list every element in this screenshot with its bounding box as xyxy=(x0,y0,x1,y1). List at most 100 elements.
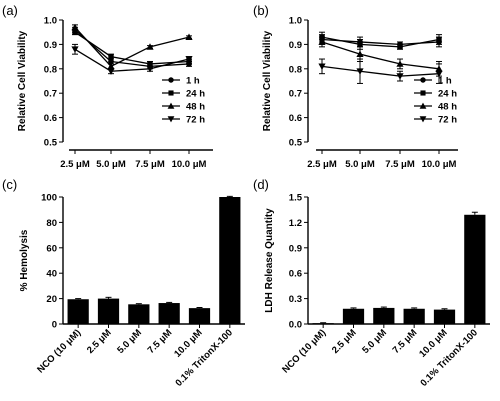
series-72h xyxy=(318,58,443,84)
marker-triangle-down xyxy=(107,68,115,75)
marker-triangle-down xyxy=(71,46,79,53)
y-axis-title: % Hemolysis xyxy=(19,229,30,291)
series-line xyxy=(74,31,190,65)
y-tick-label: 0.6 xyxy=(44,113,57,124)
series-48h xyxy=(71,23,193,70)
marker-triangle-up xyxy=(185,33,193,40)
series-72h xyxy=(71,43,193,75)
y-tick-label: 40 xyxy=(46,269,57,280)
marker-triangle-up xyxy=(107,62,115,70)
panel-label: (c) xyxy=(2,177,17,192)
y-tick-label: 1.0 xyxy=(44,16,57,27)
series-line xyxy=(74,26,190,68)
series-line xyxy=(74,29,190,68)
bar xyxy=(158,303,180,324)
series-line xyxy=(321,36,440,48)
y-tick-label: 100 xyxy=(41,193,57,204)
legend-label: 24 h xyxy=(186,89,205,100)
marker-triangle-up xyxy=(356,50,364,58)
x-tick-label: 10.0 μM xyxy=(172,159,207,170)
bar xyxy=(464,214,486,324)
bar xyxy=(342,308,365,324)
legend-label: 1 h xyxy=(438,76,452,87)
panel-c: (c) 0 20 40 60 80 100 % Hemolysis NCO (10 μM) 2.5… xyxy=(2,177,245,389)
marker-triangle-down xyxy=(419,116,427,123)
legend-label: 24 h xyxy=(438,89,457,100)
y-tick-label: 1.0 xyxy=(289,16,302,27)
legend-label: 72 h xyxy=(438,115,457,126)
marker-triangle-down xyxy=(435,70,443,78)
panel-d: (d) 0.0 0.3 0.6 0.9 1.2 1.5 LDH Release Quantit… xyxy=(253,177,490,389)
bar xyxy=(188,308,211,324)
y-tick-label: 1.5 xyxy=(289,193,303,204)
x-tick-label: 0.1% TritonX-100 xyxy=(418,327,480,389)
bar xyxy=(97,298,120,324)
panel-label: (d) xyxy=(253,177,269,192)
series-line xyxy=(321,41,440,70)
panel-label: (b) xyxy=(253,3,269,18)
marker-triangle-up xyxy=(167,102,175,109)
x-tick-label: 2.5 μM xyxy=(85,327,114,356)
x-tick-label: 2.5 μM xyxy=(307,159,337,170)
x-tick-label: 5.0 μM xyxy=(360,327,389,356)
y-tick-label: 0.8 xyxy=(44,64,57,75)
bar xyxy=(67,299,89,324)
x-tick-label: 7.5 μM xyxy=(385,159,415,170)
y-axis-title: Relative Cell Viability xyxy=(17,30,28,131)
marker-triangle-down xyxy=(167,116,175,123)
marker-square xyxy=(147,61,153,67)
y-tick-label: 0.7 xyxy=(44,89,57,100)
marker-triangle-down xyxy=(396,73,404,80)
marker-square xyxy=(72,29,78,35)
y-axis-title: Relative Cell Viability xyxy=(262,30,273,131)
marker-square xyxy=(168,90,174,96)
bar xyxy=(373,307,395,324)
x-tick-label: 2.5 μM xyxy=(330,327,359,356)
panel-label: (a) xyxy=(2,3,18,18)
y-tick-label: 0.7 xyxy=(289,89,302,100)
marker-triangle-down xyxy=(356,68,364,75)
series-line xyxy=(74,48,190,72)
marker-triangle-up xyxy=(396,60,404,67)
x-tick-label: 5.0 μM xyxy=(345,159,375,170)
x-tick-label: 0.1% TritonX-100 xyxy=(173,327,235,389)
x-tick-label: NCO (10 μM) xyxy=(280,327,328,375)
y-tick-label: 1.2 xyxy=(289,218,302,229)
series-24h xyxy=(72,29,192,67)
y-tick-label: 0.0 xyxy=(289,320,302,331)
bar xyxy=(312,323,334,324)
panel-b: (b) 0.5 0.6 0.7 0.8 0.9 1.0 Relative Cell Viabi… xyxy=(253,3,458,170)
x-tick-label: NCO (10 μM) xyxy=(35,327,83,375)
marker-square xyxy=(436,36,442,43)
series-line xyxy=(321,65,440,77)
legend-label: 72 h xyxy=(186,115,205,126)
y-tick-label: 0 xyxy=(52,320,57,331)
marker-triangle-down xyxy=(146,65,154,73)
marker-triangle-up xyxy=(419,102,427,109)
x-tick-label: 5.0 μM xyxy=(115,327,144,356)
marker-square xyxy=(108,53,114,60)
marker-square xyxy=(357,41,363,48)
legend-label: 48 h xyxy=(438,102,457,113)
marker-circle xyxy=(108,58,114,65)
marker-triangle-up xyxy=(146,43,154,50)
y-tick-label: 0.9 xyxy=(289,243,302,254)
panel-a: (a) 0.5 0.6 0.7 0.8 0.9 1.0 Relative Cell Viabi… xyxy=(2,3,213,170)
y-tick-label: 0.5 xyxy=(289,138,303,149)
marker-circle xyxy=(168,77,174,83)
x-tick-label: 7.5 μM xyxy=(146,327,175,356)
y-tick-label: 0.9 xyxy=(289,40,302,51)
x-tick-label: 7.5 μM xyxy=(391,327,420,356)
x-tick-label: 2.5 μM xyxy=(60,159,90,170)
y-axis-title: LDH Release Quantity xyxy=(264,208,275,313)
bar xyxy=(403,308,425,324)
marker-circle xyxy=(420,77,426,83)
bar xyxy=(433,309,456,324)
y-tick-label: 0.5 xyxy=(44,138,58,149)
y-tick-label: 60 xyxy=(46,243,57,254)
marker-square xyxy=(420,90,426,96)
y-tick-label: 0.6 xyxy=(289,113,302,124)
y-tick-label: 0.6 xyxy=(289,269,302,280)
y-tick-label: 0.8 xyxy=(289,64,302,75)
